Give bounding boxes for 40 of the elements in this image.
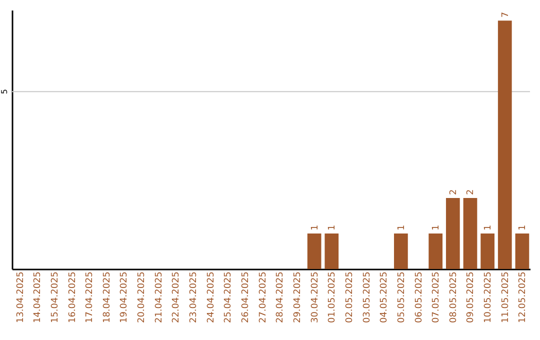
x-tick-label: 06.05.2025 — [414, 272, 424, 324]
x-tick-label: 25.04.2025 — [224, 272, 234, 324]
data-label: 1 — [484, 224, 494, 231]
x-tick-label: 09.05.2025 — [466, 272, 476, 324]
x-tick-label: 26.04.2025 — [241, 272, 252, 324]
data-label: 2 — [466, 189, 476, 196]
x-tick-label: 18.04.2025 — [102, 272, 112, 324]
x-tick-label: 11.05.2025 — [500, 272, 511, 324]
x-tick-label: 14.04.2025 — [33, 272, 44, 324]
x-tick-label: 03.05.2025 — [362, 272, 372, 324]
x-tick-label: 08.05.2025 — [448, 272, 459, 324]
x-tick-label: 20.04.2025 — [137, 272, 148, 324]
x-tick-label: 17.04.2025 — [85, 272, 96, 324]
x-tick-label: 05.05.2025 — [396, 272, 407, 324]
data-label: 1 — [396, 224, 407, 231]
x-tick-label: 21.04.2025 — [154, 272, 164, 324]
data-label: 1 — [432, 224, 442, 231]
data-label: 2 — [448, 189, 459, 196]
x-tick-label: 22.04.2025 — [172, 272, 182, 324]
x-tick-label: 23.04.2025 — [189, 272, 200, 324]
x-tick-label: 13.04.2025 — [16, 272, 26, 324]
data-label: 7 — [500, 12, 511, 18]
ref-line-label: 5 — [0, 89, 9, 94]
x-tick-label: 12.05.2025 — [518, 272, 528, 324]
x-tick-label: 30.04.2025 — [310, 272, 320, 324]
x-tick-label: 10.05.2025 — [484, 272, 494, 324]
x-tick-label: 19.04.2025 — [120, 272, 130, 324]
data-label: 1 — [518, 224, 528, 231]
x-tick-label: 29.04.2025 — [292, 272, 303, 324]
data-label: 1 — [310, 224, 320, 231]
x-tick-label: 28.04.2025 — [276, 272, 286, 324]
x-tick-label: 01.05.2025 — [328, 272, 338, 324]
x-tick-label: 27.04.2025 — [258, 272, 268, 324]
x-tick-label: 07.05.2025 — [432, 272, 442, 324]
x-tick-label: 16.04.2025 — [68, 272, 78, 324]
x-tick-label: 02.05.2025 — [344, 272, 355, 324]
x-tick-label: 04.05.2025 — [380, 272, 390, 324]
x-tick-label: 15.04.2025 — [50, 272, 60, 324]
data-label: 1 — [328, 224, 338, 231]
x-tick-label: 24.04.2025 — [206, 272, 216, 324]
